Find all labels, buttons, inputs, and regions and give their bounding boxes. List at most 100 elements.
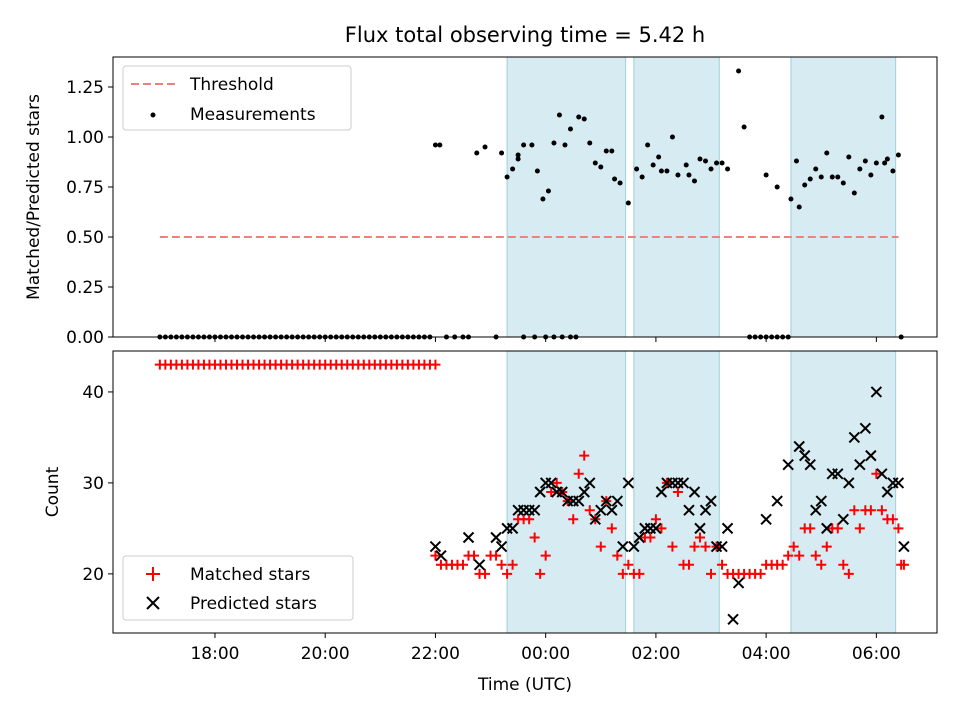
measurement-point xyxy=(741,124,747,130)
predicted-star-point xyxy=(495,540,508,553)
matched-star-point xyxy=(672,487,683,497)
measurement-point xyxy=(562,142,568,148)
predicted-star-point xyxy=(810,504,822,516)
predicted-star-point xyxy=(677,477,690,489)
bottom-legend-box xyxy=(122,555,354,621)
top-plot-frame xyxy=(112,56,938,338)
measurement-point xyxy=(650,162,656,168)
matched-star-point xyxy=(810,550,821,561)
measurement-point xyxy=(474,150,480,156)
measurement-point xyxy=(719,160,725,166)
bottom-x-tick-label: 02:00 xyxy=(631,644,680,664)
predicted-star-point xyxy=(848,431,861,444)
measurement-point xyxy=(691,178,697,184)
measurement-point xyxy=(763,172,769,178)
measurement-point xyxy=(774,184,780,190)
measurement-point xyxy=(664,168,670,174)
matched-star-point xyxy=(573,468,584,479)
matched-star-point xyxy=(430,359,441,370)
measurement-point xyxy=(609,148,615,154)
measurement-point xyxy=(545,188,551,194)
predicted-star-point xyxy=(732,577,745,589)
measurement-point xyxy=(851,190,857,196)
matched-star-point xyxy=(617,568,628,579)
predicted-star-point xyxy=(694,522,706,535)
measurement-point xyxy=(656,154,662,160)
measurement-point xyxy=(736,68,742,74)
measurement-point xyxy=(432,142,438,148)
top-x-ticks xyxy=(214,337,877,342)
matched-star-point xyxy=(645,532,656,543)
measurement-point xyxy=(639,174,645,180)
measurement-point xyxy=(793,158,799,164)
top-y-tick-label: 0.25 xyxy=(66,278,104,298)
matched-star-point xyxy=(805,523,816,534)
bottom-legend: Matched stars Predicted stars xyxy=(122,555,354,621)
measurement-point xyxy=(703,158,709,164)
matched-star-point xyxy=(898,559,909,570)
top-y-tick-label: 1.25 xyxy=(66,78,104,98)
matched-star-point xyxy=(480,568,491,579)
measurement-point xyxy=(840,180,846,186)
count-points xyxy=(154,359,910,626)
measurement-point xyxy=(567,126,573,132)
measurement-point xyxy=(529,142,535,148)
matched-star-point xyxy=(821,541,832,552)
bottom-x-tick-label: 04:00 xyxy=(742,644,791,664)
predicted-star-point xyxy=(595,504,607,516)
measurement-point xyxy=(658,168,664,174)
top-y-axis: 0.00 0.25 0.50 0.75 1.00 1.25 xyxy=(66,78,113,348)
predicted-star-point xyxy=(528,504,541,516)
predicted-star-point xyxy=(859,422,872,435)
measurement-point xyxy=(788,196,794,202)
matched-star-point xyxy=(667,541,678,552)
measurement-point xyxy=(807,176,813,182)
predicted-star-point xyxy=(843,477,855,489)
matched-star-point xyxy=(849,505,860,516)
bottom-x-tick-label: 18:00 xyxy=(190,644,239,664)
matched-star-point xyxy=(706,568,717,579)
top-y-axis-label: Matched/Predicted stars xyxy=(24,94,44,300)
predicted-star-point xyxy=(870,386,883,398)
measurement-point xyxy=(587,140,593,146)
matched-star-point xyxy=(832,523,843,534)
predicted-star-point xyxy=(799,449,811,462)
matched-star-point xyxy=(634,568,645,579)
matched-star-point xyxy=(540,550,551,561)
matched-star-point xyxy=(755,568,766,579)
measurement-point xyxy=(802,182,808,188)
predicted-star-point xyxy=(622,477,635,489)
predicted-star-point xyxy=(699,504,712,516)
predicted-star-point xyxy=(578,486,590,498)
predicted-star-point xyxy=(837,513,850,525)
matched-star-point xyxy=(843,568,854,579)
predicted-star-point xyxy=(804,459,816,471)
top-legend: Threshold Measurements xyxy=(122,65,352,131)
measurement-point xyxy=(499,150,505,156)
chart-title: Flux total observing time = 5.42 h xyxy=(345,23,705,47)
predicted-star-point xyxy=(892,477,905,489)
predicted-star-point xyxy=(573,495,585,507)
bottom-x-tick-label: 06:00 xyxy=(852,644,901,664)
predicted-star-point xyxy=(876,468,888,480)
predicted-star-point xyxy=(865,449,877,462)
bottom-y-tick-label: 20 xyxy=(82,565,104,585)
top-shaded-regions xyxy=(506,56,897,338)
measurement-point xyxy=(708,166,714,172)
matched-star-point xyxy=(887,514,898,525)
measurements-legend-swatch xyxy=(150,112,156,118)
predicted-star-point xyxy=(435,549,447,562)
measurement-point xyxy=(868,172,874,178)
measurement-point xyxy=(612,176,618,182)
predicted-star-point xyxy=(429,540,442,553)
bottom-x-tick-label: 00:00 xyxy=(521,644,570,664)
matched-star-point xyxy=(777,559,788,570)
matched-star-point xyxy=(469,550,480,561)
bottom-x-tick-label: 20:00 xyxy=(301,644,350,664)
predicted-star-point xyxy=(854,459,866,471)
measurement-point xyxy=(683,162,689,168)
measurement-point xyxy=(895,152,901,158)
measurement-point xyxy=(603,148,609,154)
matched-star-point xyxy=(623,559,634,570)
measurement-point xyxy=(551,140,557,146)
